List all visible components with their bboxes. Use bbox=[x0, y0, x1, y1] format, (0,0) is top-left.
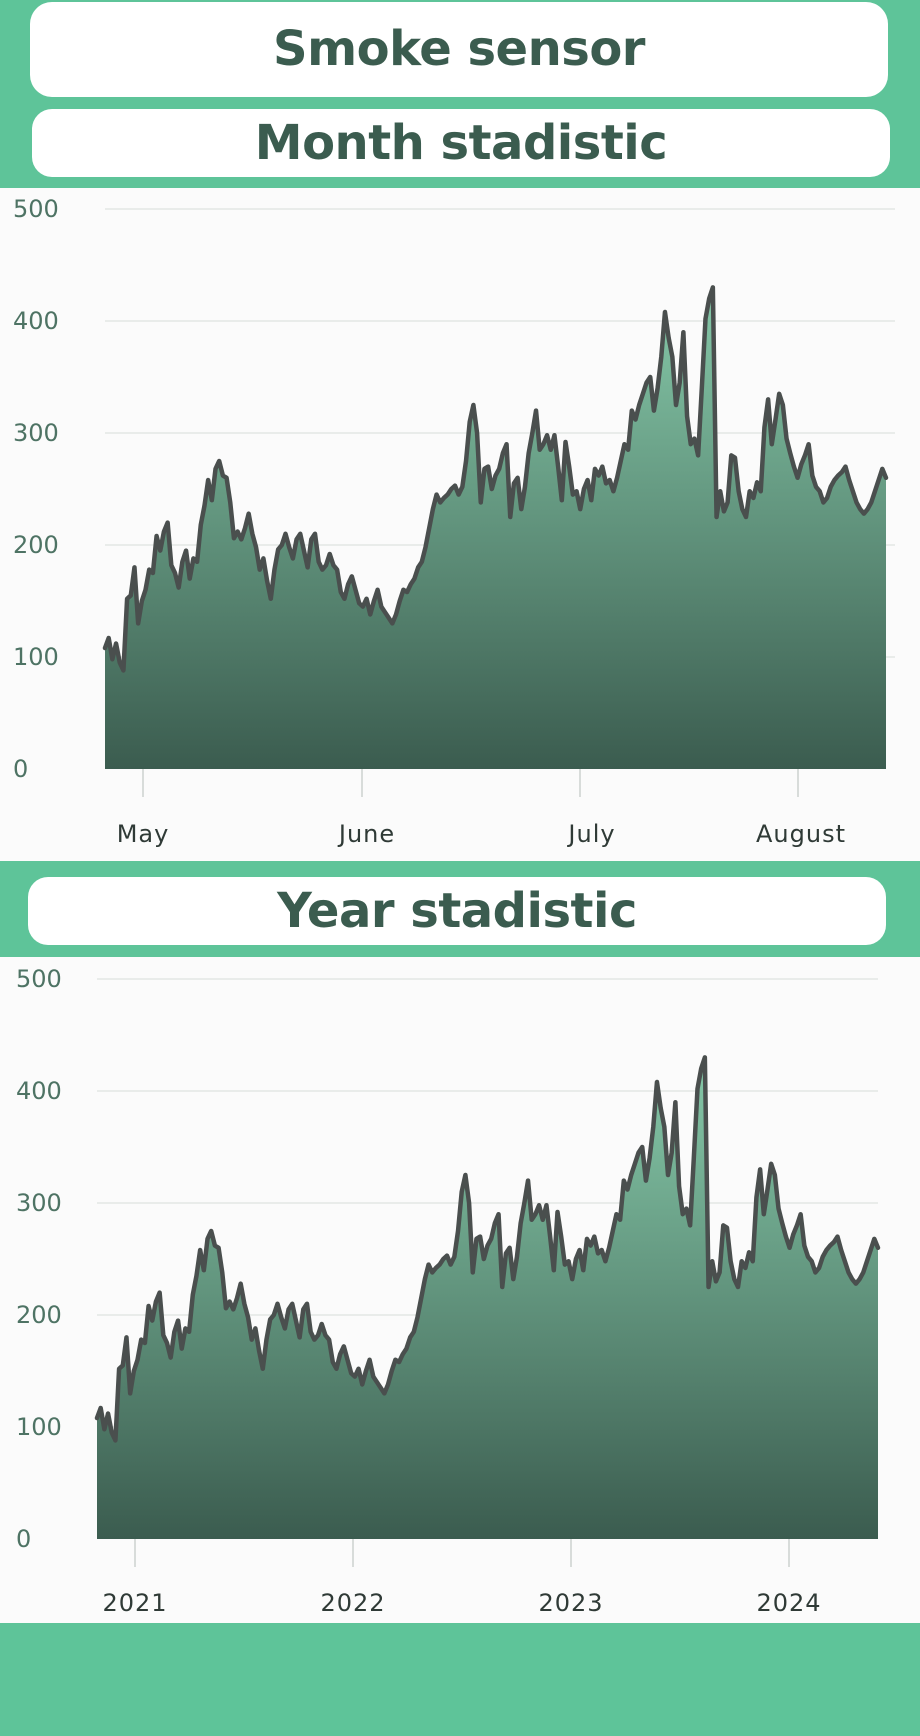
x-tick-label: May bbox=[117, 820, 170, 848]
month-chart-panel: 0 100 200 300 400 500 May June July August bbox=[0, 188, 920, 861]
page-title: Smoke sensor bbox=[30, 2, 888, 97]
x-tick-label: 2023 bbox=[538, 1589, 603, 1617]
area-fill bbox=[105, 287, 886, 769]
y-tick-label: 500 bbox=[13, 195, 59, 223]
x-tick-label: August bbox=[756, 820, 846, 848]
y-tick-label: 0 bbox=[16, 1525, 31, 1553]
y-tick-label: 300 bbox=[13, 419, 59, 447]
y-tick-label: 400 bbox=[16, 1077, 62, 1105]
y-tick-label: 300 bbox=[16, 1189, 62, 1217]
x-tick-label: 2022 bbox=[320, 1589, 385, 1617]
area-fill bbox=[97, 1057, 878, 1539]
y-tick-label: 200 bbox=[13, 531, 59, 559]
year-chart-panel: 0 100 200 300 400 500 2021 2022 2023 2024 bbox=[0, 957, 920, 1623]
y-tick-label: 500 bbox=[16, 965, 62, 993]
month-area-chart: 0 100 200 300 400 500 May June July August bbox=[13, 195, 895, 848]
x-tick-label: 2021 bbox=[102, 1589, 167, 1617]
y-tick-label: 100 bbox=[13, 643, 59, 671]
year-area-chart: 0 100 200 300 400 500 2021 2022 2023 2024 bbox=[16, 965, 881, 1617]
series-line bbox=[94, 1055, 881, 1443]
month-statistic-title: Month stadistic bbox=[32, 109, 890, 177]
series-line bbox=[102, 285, 889, 673]
y-tick-label: 200 bbox=[16, 1301, 62, 1329]
year-statistic-title: Year stadistic bbox=[28, 877, 886, 945]
y-tick-label: 400 bbox=[13, 307, 59, 335]
y-tick-label: 100 bbox=[16, 1413, 62, 1441]
y-tick-label: 0 bbox=[13, 755, 28, 783]
x-tick-label: July bbox=[566, 820, 615, 848]
x-tick-label: June bbox=[337, 820, 395, 848]
x-tick-label: 2024 bbox=[756, 1589, 821, 1617]
